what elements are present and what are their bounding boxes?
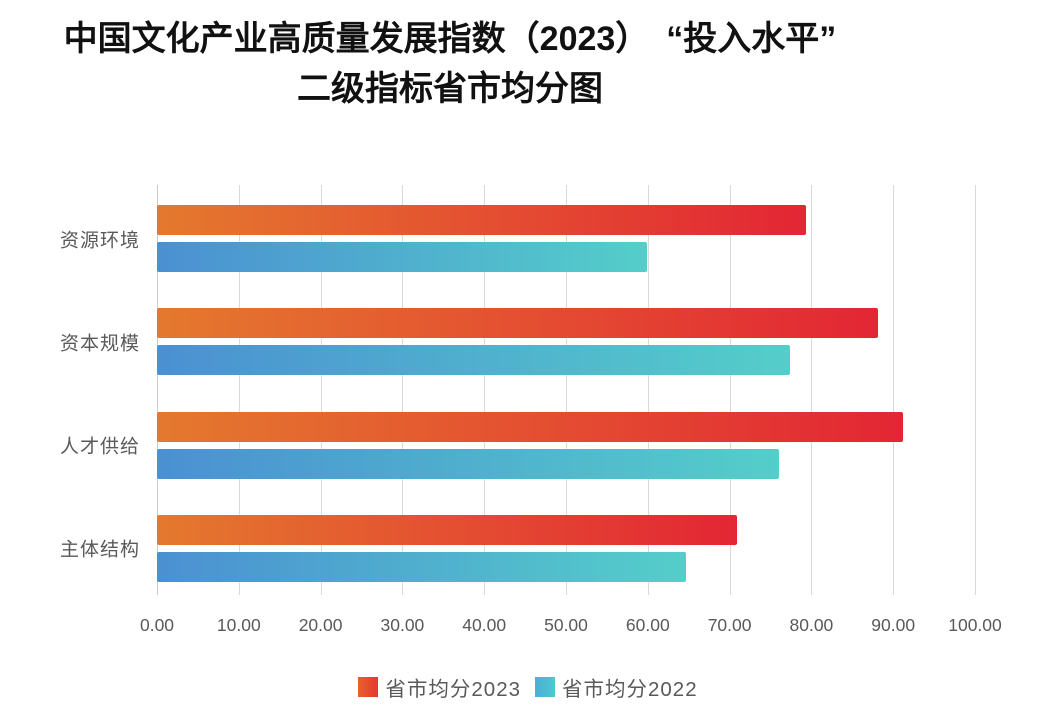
- x-axis-tick-label: 70.00: [707, 615, 752, 635]
- legend-swatch-省市均分2023: [358, 677, 379, 697]
- gridline: [893, 185, 895, 595]
- x-axis-tick-label: 80.00: [789, 615, 834, 635]
- bar-省市均分2022-人才供给: [157, 448, 780, 479]
- y-axis-label: 资源环境: [59, 230, 140, 251]
- bar-省市均分2022-资本规模: [157, 345, 791, 376]
- gridline: [811, 185, 813, 595]
- bar-省市均分2023-人才供给: [157, 411, 904, 442]
- y-axis-line: [157, 185, 158, 595]
- bar-省市均分2023-资本规模: [157, 308, 879, 339]
- chart-title-line2: 二级指标省市均分图: [297, 70, 603, 109]
- legend-item-省市均分2022: 省市均分2022: [535, 672, 698, 702]
- x-axis-tick-label: 30.00: [380, 615, 425, 635]
- gridline: [566, 185, 567, 595]
- gridline: [729, 185, 731, 595]
- x-axis-tick-label: 100.00: [948, 615, 1002, 635]
- bar-省市均分2023-主体结构: [157, 514, 737, 545]
- gridline: [402, 185, 404, 595]
- gridline: [484, 185, 486, 595]
- bar-group-2: [157, 308, 975, 376]
- plot-area: [157, 185, 976, 595]
- x-axis: 0.00 10.00 20.00 30.00 40.00 50.00 60.00 70.00 8…: [140, 615, 1002, 641]
- x-axis-tick-label: 90.00: [871, 615, 916, 635]
- x-axis-tick-label: 40.00: [462, 615, 507, 635]
- x-axis-tick-label: 10.00: [216, 615, 261, 635]
- y-axis-label: 主体结构: [59, 539, 140, 561]
- bar-省市均分2023-资源环境: [157, 205, 807, 235]
- bar-group-1: [157, 205, 975, 272]
- x-axis-tick-label: 0.00: [139, 615, 175, 635]
- bar-group-4: [157, 514, 975, 582]
- y-axis-label: 人才供给: [59, 436, 140, 458]
- legend-label: 省市均分2022: [562, 678, 698, 701]
- bar-group-3: [157, 411, 975, 479]
- legend-swatch-省市均分2022: [535, 677, 555, 697]
- gridline: [320, 185, 322, 595]
- gridline: [647, 185, 649, 595]
- chart-title-line1: 中国文化产业高质量发展指数（2023） “投入水平”: [63, 20, 837, 58]
- chart-title: 中国文化产业高质量发展指数（2023） “投入水平” 二级指标省市均分图: [0, 14, 900, 115]
- gridline: [975, 185, 976, 595]
- x-axis-tick-label: 60.00: [625, 615, 670, 635]
- x-axis-tick-label: 50.00: [544, 615, 588, 635]
- bar-省市均分2022-资源环境: [157, 242, 647, 272]
- x-axis-tick-label: 20.00: [298, 615, 343, 635]
- legend-item-省市均分2023: 省市均分2023: [358, 672, 521, 702]
- bar-省市均分2022-主体结构: [157, 551, 687, 582]
- y-axis-label: 资本规模: [59, 333, 140, 355]
- gridline: [238, 185, 240, 595]
- legend: 省市均分2023 省市均分2022: [0, 672, 1056, 702]
- legend-label: 省市均分2023: [385, 678, 521, 701]
- y-axis-labels: 资源环境资本规模人才供给主体结构: [0, 185, 140, 595]
